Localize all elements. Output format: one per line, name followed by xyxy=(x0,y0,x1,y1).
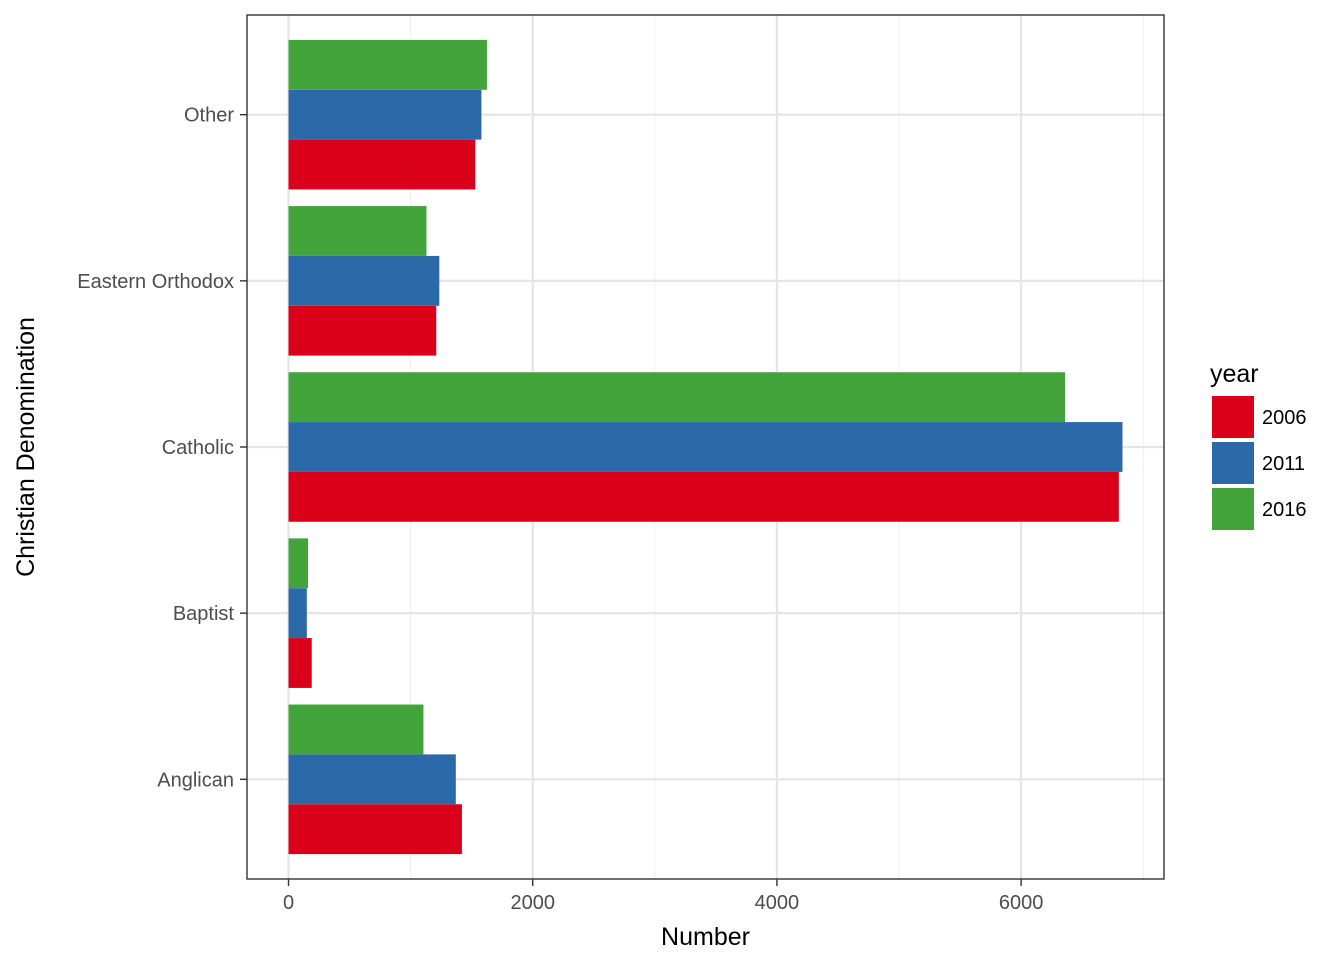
bar xyxy=(288,588,307,639)
y-tick-label: Catholic xyxy=(162,437,234,459)
bar xyxy=(288,372,1066,423)
bar xyxy=(288,471,1119,522)
x-tick-label: 2000 xyxy=(510,892,555,914)
bars xyxy=(288,39,1123,855)
legend: year 2006 2011 2016 xyxy=(1210,360,1307,530)
y-tick-label: Other xyxy=(184,105,234,127)
y-tick-label: Baptist xyxy=(173,603,235,625)
x-tick-label: 6000 xyxy=(999,892,1044,914)
y-tick-label: Anglican xyxy=(157,769,234,791)
legend-swatch xyxy=(1212,396,1254,438)
legend-label: 2006 xyxy=(1262,407,1307,429)
bar xyxy=(288,422,1123,472)
bar xyxy=(288,139,476,190)
legend-title: year xyxy=(1210,360,1259,388)
bar xyxy=(288,206,427,256)
legend-label: 2011 xyxy=(1262,453,1305,475)
bar xyxy=(288,638,312,688)
x-tick-label: 4000 xyxy=(755,892,800,914)
bar xyxy=(288,804,462,855)
x-axis-title: Number xyxy=(661,923,750,951)
legend-swatch xyxy=(1212,488,1254,530)
legend-swatch xyxy=(1212,442,1254,484)
bar xyxy=(288,704,424,755)
bar xyxy=(288,89,482,140)
y-tick-label: Eastern Orthodox xyxy=(77,271,234,293)
x-axis: 0 2000 4000 6000 xyxy=(283,879,1043,914)
x-tick-label: 0 xyxy=(283,892,294,914)
bar xyxy=(288,255,440,306)
bar xyxy=(288,305,437,356)
bar xyxy=(288,538,309,589)
y-axis-title: Christian Denomination xyxy=(12,317,40,577)
legend-label: 2016 xyxy=(1262,499,1307,521)
y-axis: Anglican Baptist Catholic Eastern Orthodox O… xyxy=(77,105,247,791)
bar xyxy=(288,754,456,805)
bar xyxy=(288,39,487,90)
